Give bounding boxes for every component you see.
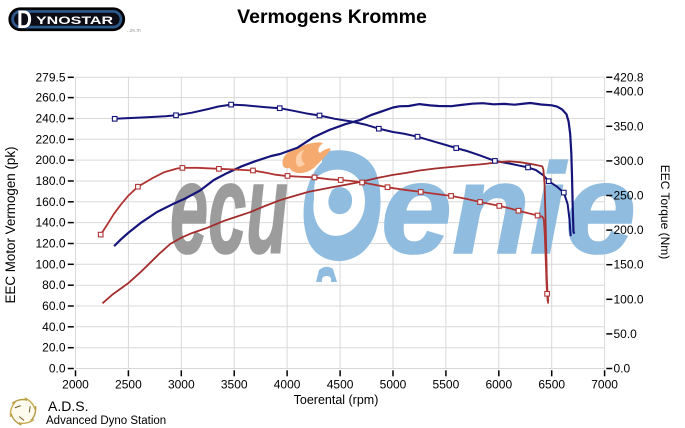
svg-text:6500: 6500 [538,378,565,392]
svg-text:100.0: 100.0 [614,292,644,306]
svg-text:40.0: 40.0 [42,320,66,334]
svg-text:120.0: 120.0 [35,237,65,251]
svg-text:D: D [17,6,32,34]
svg-text:200.0: 200.0 [35,153,65,167]
svg-text:300.0: 300.0 [614,154,644,168]
svg-text:420.8: 420.8 [614,70,644,84]
svg-text:ecu: ecu [170,138,288,281]
svg-text:160.0: 160.0 [35,195,65,209]
svg-text:260.0: 260.0 [35,91,65,105]
svg-text:0.0: 0.0 [614,362,631,376]
svg-text:6000: 6000 [485,378,512,392]
svg-text:180.0: 180.0 [35,174,65,188]
svg-text:5500: 5500 [433,378,460,392]
svg-text:50.0: 50.0 [614,327,638,341]
svg-text:80.0: 80.0 [42,278,66,292]
svg-text:Toerental (rpm): Toerental (rpm) [294,393,379,407]
svg-text:0.0: 0.0 [49,362,66,376]
svg-text:enie: enie [381,138,636,281]
svg-text:EEC Motor Vermogen (pk): EEC Motor Vermogen (pk) [3,146,18,303]
svg-text:60.0: 60.0 [42,299,66,313]
svg-text:279.5: 279.5 [35,70,65,84]
svg-text:250.0: 250.0 [614,189,644,203]
svg-text:..ze.m: ..ze.m [127,28,141,34]
svg-text:5000: 5000 [380,378,407,392]
svg-text:400.0: 400.0 [614,85,644,99]
svg-text:Vermogens Kromme: Vermogens Kromme [237,6,427,28]
svg-text:240.0: 240.0 [35,112,65,126]
svg-text:350.0: 350.0 [614,119,644,133]
svg-text:3000: 3000 [168,378,195,392]
svg-text:140.0: 140.0 [35,216,65,230]
svg-text:YNOSTAR: YNOSTAR [36,15,113,27]
svg-text:4500: 4500 [327,378,354,392]
svg-text:200.0: 200.0 [614,223,644,237]
svg-text:7000: 7000 [591,378,618,392]
svg-text:220.0: 220.0 [35,132,65,146]
svg-text:A.D.S.: A.D.S. [48,398,88,414]
svg-text:2500: 2500 [115,378,142,392]
svg-text:3500: 3500 [221,378,248,392]
svg-text:150.0: 150.0 [614,258,644,272]
svg-text:4000: 4000 [274,378,301,392]
svg-text:2000: 2000 [62,378,89,392]
svg-text:100.0: 100.0 [35,257,65,271]
svg-text:Advanced Dyno Station: Advanced Dyno Station [46,415,166,427]
svg-text:EEC Torque (Nm): EEC Torque (Nm) [658,165,672,259]
svg-text:20.0: 20.0 [42,341,66,355]
